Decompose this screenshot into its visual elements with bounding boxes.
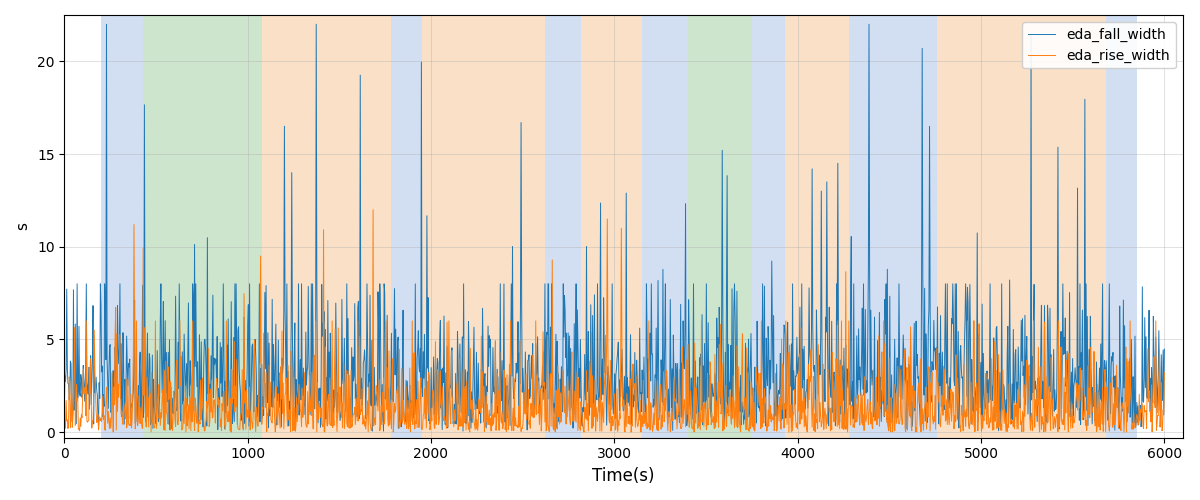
eda_rise_width	[58, 416, 72, 422]
eda_fall_width	[512, 381, 527, 387]
eda_rise_width	[292, 382, 306, 388]
eda_fall_width	[1157, 346, 1171, 352]
Bar	[101, 15, 143, 438]
Line: eda_rise_width: eda_rise_width	[65, 210, 1164, 432]
Bar	[937, 15, 972, 438]
Bar	[545, 15, 581, 438]
Bar	[752, 15, 785, 438]
eda_rise_width	[120, 419, 134, 425]
Bar	[422, 15, 545, 438]
Bar	[848, 15, 937, 438]
eda_rise_width	[1120, 429, 1134, 435]
eda_fall_width	[508, 395, 522, 401]
eda_fall_width	[809, 307, 823, 313]
Bar	[642, 15, 688, 438]
Bar	[581, 15, 642, 438]
Bar	[972, 15, 1105, 438]
eda_rise_width	[512, 424, 527, 430]
eda_fall_width	[293, 376, 307, 382]
Bar	[143, 15, 263, 438]
eda_rise_width	[1157, 370, 1171, 376]
X-axis label: Time(s): Time(s)	[593, 467, 655, 485]
eda_rise_width	[809, 396, 823, 402]
Bar	[688, 15, 752, 438]
Bar	[1105, 15, 1136, 438]
Line: eda_fall_width: eda_fall_width	[65, 24, 1164, 431]
Bar	[785, 15, 848, 438]
eda_fall_width	[58, 412, 72, 418]
eda_fall_width	[100, 22, 114, 28]
eda_fall_width	[470, 406, 485, 411]
eda_fall_width	[456, 428, 470, 434]
Bar	[263, 15, 391, 438]
Bar	[391, 15, 422, 438]
Y-axis label: s: s	[16, 222, 30, 230]
Legend: eda_fall_width, eda_rise_width: eda_fall_width, eda_rise_width	[1022, 22, 1176, 68]
eda_rise_width	[506, 428, 521, 434]
eda_rise_width	[469, 426, 484, 432]
eda_fall_width	[121, 383, 136, 389]
eda_rise_width	[366, 206, 380, 212]
